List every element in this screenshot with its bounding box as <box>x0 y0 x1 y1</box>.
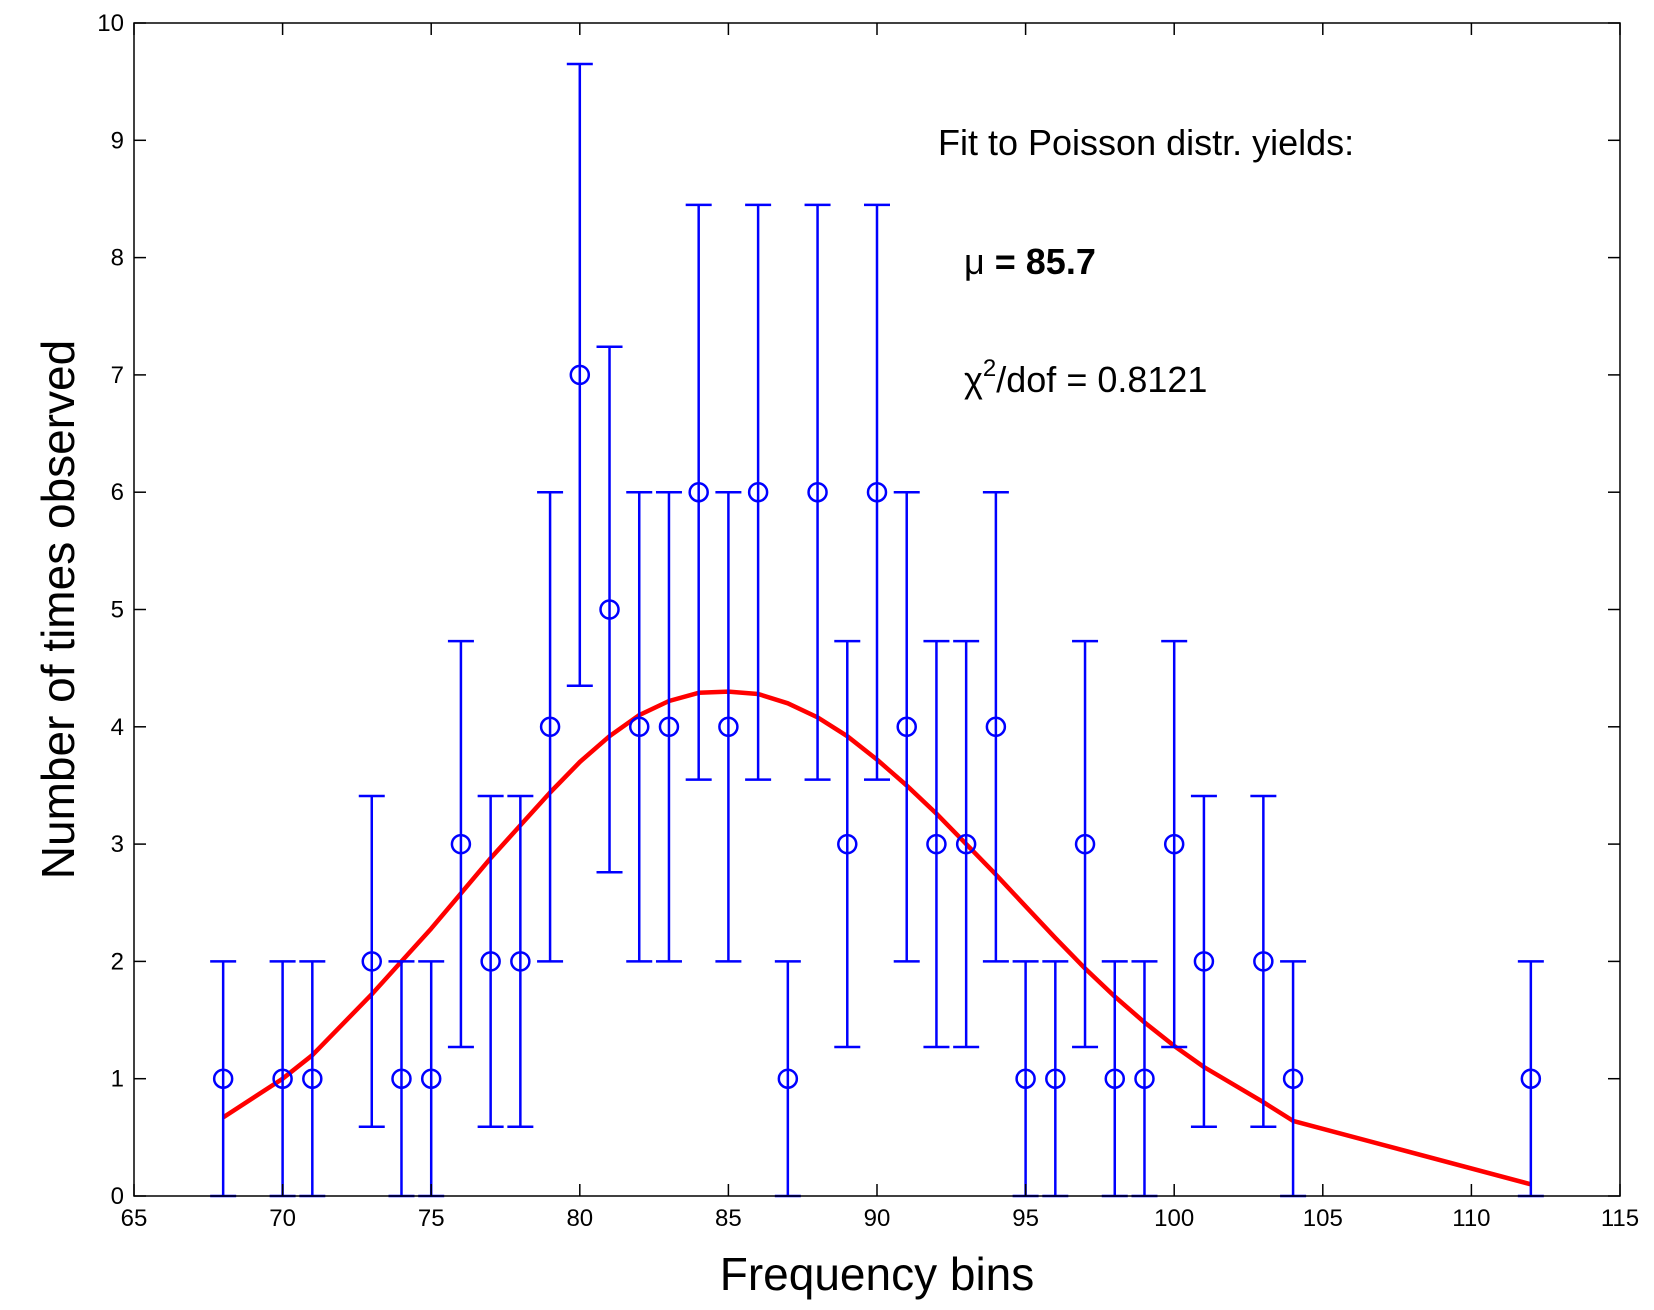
data-point <box>569 364 591 386</box>
annotation-fit-heading: Fit to Poisson distr. yields: <box>938 122 1354 163</box>
data-point <box>926 833 947 855</box>
tick-layer: 65 70 75 80 85 90 95 100 105 110 115 0 1 2 3 4 5 6 7 8 9 10 <box>97 10 1639 1232</box>
y-tick-label: 9 <box>111 127 124 154</box>
data-point <box>896 716 917 738</box>
data-point <box>1520 1068 1542 1089</box>
x-tick-label: 65 <box>121 1205 148 1232</box>
y-tick-label: 10 <box>97 10 124 37</box>
y-tick-label: 0 <box>111 1183 124 1210</box>
data-point <box>1134 1068 1155 1089</box>
x-tick-label: 80 <box>566 1205 593 1232</box>
chi-value: /dof = 0.8121 <box>996 359 1207 400</box>
data-point <box>450 833 472 855</box>
x-tick-label: 95 <box>1012 1205 1039 1232</box>
data-point <box>361 951 383 972</box>
data-point <box>777 1068 799 1089</box>
data-point <box>1163 833 1185 855</box>
data-point <box>1074 833 1096 855</box>
data-point <box>510 951 531 972</box>
x-tick-label: 90 <box>864 1205 891 1232</box>
chi-superscript: 2 <box>983 355 996 382</box>
data-point <box>599 599 620 620</box>
chi-symbol: χ <box>964 359 983 400</box>
data-point <box>807 481 828 503</box>
data-point <box>718 716 739 738</box>
data-point <box>539 716 561 738</box>
data-point <box>272 1068 293 1089</box>
x-tick-label: 75 <box>418 1205 445 1232</box>
data-point <box>955 833 977 855</box>
y-tick-label: 6 <box>111 479 124 506</box>
y-tick-label: 3 <box>111 831 124 858</box>
mu-symbol: μ <box>964 241 985 282</box>
y-tick-label: 5 <box>111 597 124 624</box>
data-point <box>747 481 769 503</box>
data-point <box>628 716 650 738</box>
data-point <box>688 481 709 503</box>
y-axis-label: Number of times observed <box>32 340 84 879</box>
data-point <box>1015 1068 1036 1089</box>
data-point <box>1045 1068 1066 1089</box>
y-tick-label: 4 <box>111 714 124 741</box>
fit-layer <box>221 689 1532 1187</box>
data-point <box>212 1068 234 1089</box>
data-point <box>391 1068 412 1089</box>
x-tick-label: 110 <box>1452 1205 1490 1232</box>
annotation-mu: μ = 85.7 <box>964 241 1096 282</box>
data-point <box>480 951 501 972</box>
x-tick-label: 100 <box>1154 1205 1194 1232</box>
data-point <box>420 1068 442 1089</box>
x-tick-label: 85 <box>715 1205 742 1232</box>
x-tick-label: 70 <box>269 1205 296 1232</box>
y-tick-label: 7 <box>111 362 124 389</box>
poisson-fit-line <box>221 689 1532 1187</box>
data-point <box>1104 1068 1126 1089</box>
data-point <box>1253 951 1274 972</box>
annotation-chi2: χ2/dof = 0.8121 <box>964 355 1207 400</box>
mu-value: = 85.7 <box>985 241 1096 282</box>
data-point <box>866 481 888 503</box>
x-tick-label: 105 <box>1303 1205 1343 1232</box>
data-layer <box>210 62 1544 1198</box>
data-point <box>1193 951 1215 972</box>
y-tick-label: 1 <box>111 1066 124 1093</box>
data-point <box>1282 1068 1304 1089</box>
data-point <box>985 716 1007 738</box>
y-tick-label: 8 <box>111 245 124 272</box>
y-tick-label: 2 <box>111 948 124 975</box>
data-point <box>302 1068 323 1089</box>
data-point <box>658 716 680 738</box>
data-point <box>837 833 858 855</box>
x-tick-label: 115 <box>1601 1205 1639 1232</box>
x-axis-label: Frequency bins <box>720 1248 1035 1300</box>
